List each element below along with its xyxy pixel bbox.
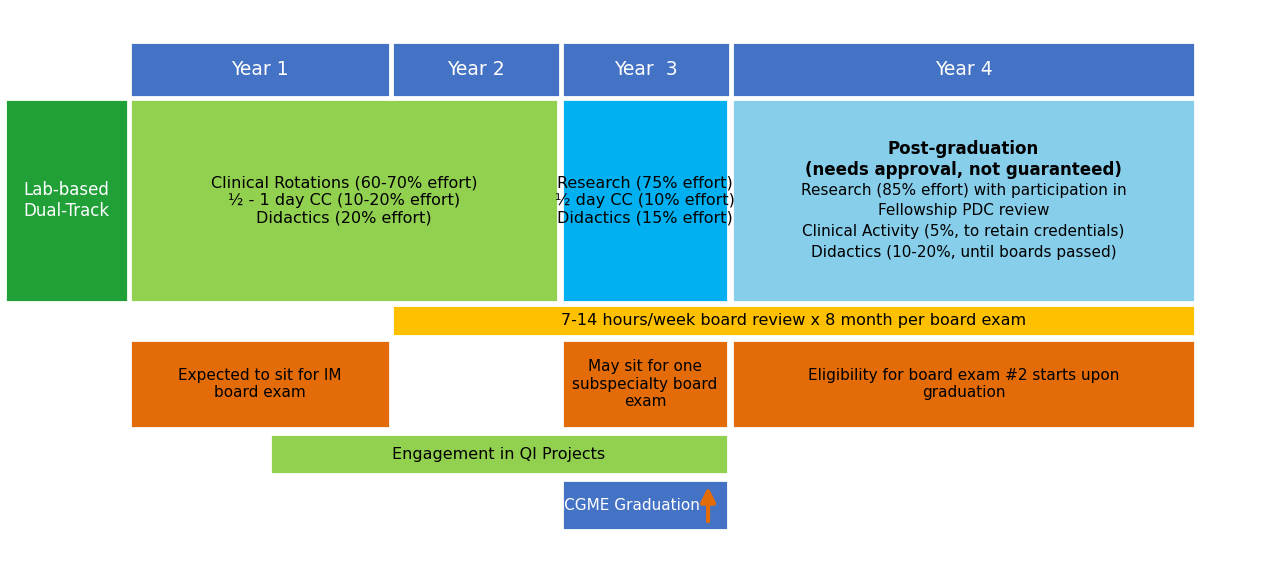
FancyBboxPatch shape: [392, 42, 561, 97]
Text: Expected to sit for IM
board exam: Expected to sit for IM board exam: [178, 368, 342, 400]
Text: Fellowship PDC review: Fellowship PDC review: [878, 203, 1050, 218]
Text: (needs approval, not guaranteed): (needs approval, not guaranteed): [805, 160, 1123, 179]
Text: Lab-based
Dual-Track: Lab-based Dual-Track: [23, 181, 110, 220]
Text: Eligibility for board exam #2 starts upon
graduation: Eligibility for board exam #2 starts upo…: [808, 368, 1119, 400]
FancyBboxPatch shape: [562, 340, 728, 428]
Text: Year 1: Year 1: [232, 60, 289, 79]
Text: Clinical Rotations (60-70% effort)
½ - 1 day CC (10-20% effort)
Didactics (20% e: Clinical Rotations (60-70% effort) ½ - 1…: [211, 176, 477, 225]
FancyBboxPatch shape: [392, 305, 1196, 336]
Text: 7-14 hours/week board review x 8 month per board exam: 7-14 hours/week board review x 8 month p…: [561, 313, 1027, 328]
Text: Research (85% effort) with participation in: Research (85% effort) with participation…: [801, 182, 1126, 198]
FancyBboxPatch shape: [732, 99, 1196, 302]
Text: May sit for one
subspecialty board
exam: May sit for one subspecialty board exam: [572, 359, 718, 409]
Text: Research (75% effort)
½ day CC (10% effort)
Didactics (15% effort): Research (75% effort) ½ day CC (10% effo…: [556, 176, 735, 225]
FancyBboxPatch shape: [562, 99, 728, 302]
FancyBboxPatch shape: [732, 42, 1196, 97]
Text: Year 4: Year 4: [934, 60, 992, 79]
FancyBboxPatch shape: [131, 340, 390, 428]
FancyBboxPatch shape: [562, 42, 730, 97]
Text: Year 2: Year 2: [447, 60, 504, 79]
Text: ACGME Graduation: ACGME Graduation: [554, 498, 700, 512]
FancyBboxPatch shape: [562, 480, 728, 530]
FancyBboxPatch shape: [131, 99, 558, 302]
FancyBboxPatch shape: [5, 99, 128, 302]
Text: Clinical Activity (5%, to retain credentials): Clinical Activity (5%, to retain credent…: [803, 224, 1125, 239]
Text: Engagement in QI Projects: Engagement in QI Projects: [393, 446, 605, 462]
Text: Didactics (10-20%, until boards passed): Didactics (10-20%, until boards passed): [810, 245, 1116, 259]
Text: Year  3: Year 3: [614, 60, 678, 79]
FancyBboxPatch shape: [270, 434, 728, 474]
Text: Post-graduation: Post-graduation: [888, 140, 1039, 158]
FancyBboxPatch shape: [732, 340, 1196, 428]
FancyBboxPatch shape: [131, 42, 390, 97]
